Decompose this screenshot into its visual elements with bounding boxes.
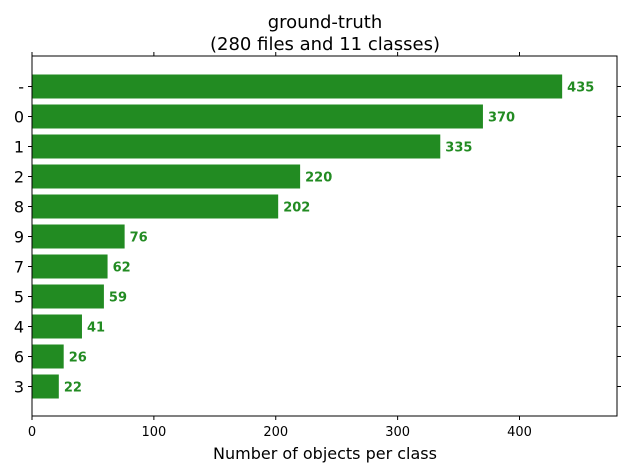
y-tick-label-3: 3 <box>14 378 24 397</box>
bar-3 <box>32 374 59 399</box>
bars-group <box>32 74 563 399</box>
value-label-8: 202 <box>283 201 310 216</box>
y-tick-label-5: 5 <box>14 288 24 307</box>
value-label-5: 59 <box>109 291 127 306</box>
value-label-7: 62 <box>113 261 131 276</box>
x-axis-label: Number of objects per class <box>213 444 437 463</box>
y-tick-label-8: 8 <box>14 198 24 217</box>
y-tick-label-4: 4 <box>14 318 24 337</box>
y-tick-label-7: 7 <box>14 258 24 277</box>
value-label-1: 335 <box>445 141 472 156</box>
chart-title: ground-truth <box>268 12 383 33</box>
x-tick-label-100: 100 <box>141 425 166 440</box>
value-label-4: 41 <box>87 321 105 336</box>
bar-4 <box>32 314 82 339</box>
value-label-0: 370 <box>488 111 515 126</box>
y-tick-label-0: 0 <box>14 108 24 127</box>
bar-5 <box>32 284 104 309</box>
y-axis-ticks: - 0 1 2 8 9 7 5 4 6 3 <box>14 78 621 397</box>
y-tick-label-2: 2 <box>14 168 24 187</box>
bar-0 <box>32 104 483 129</box>
bar-6 <box>32 344 64 369</box>
bar-9 <box>32 224 125 249</box>
value-label-3: 22 <box>64 381 82 396</box>
value-label-9: 76 <box>130 231 148 246</box>
x-tick-label-0: 0 <box>28 425 36 440</box>
bar-2 <box>32 164 301 189</box>
y-tick-label-1: 1 <box>14 138 24 157</box>
plot-frame <box>31 55 618 417</box>
x-tick-label-300: 300 <box>385 425 410 440</box>
value-label--: 435 <box>567 81 594 96</box>
y-tick-label--: - <box>18 78 24 97</box>
y-tick-label-9: 9 <box>14 228 24 247</box>
x-tick-label-400: 400 <box>507 425 532 440</box>
value-label-2: 220 <box>305 171 332 186</box>
bar-- <box>32 74 563 99</box>
y-tick-label-6: 6 <box>14 348 24 367</box>
value-label-6: 26 <box>69 351 87 366</box>
bar-1 <box>32 134 441 159</box>
chart-subtitle: (280 files and 11 classes) <box>210 34 440 55</box>
x-tick-label-200: 200 <box>263 425 288 440</box>
bar-8 <box>32 194 279 219</box>
bar-7 <box>32 254 108 279</box>
x-axis-ticks: 0 100 200 300 400 <box>28 52 532 440</box>
